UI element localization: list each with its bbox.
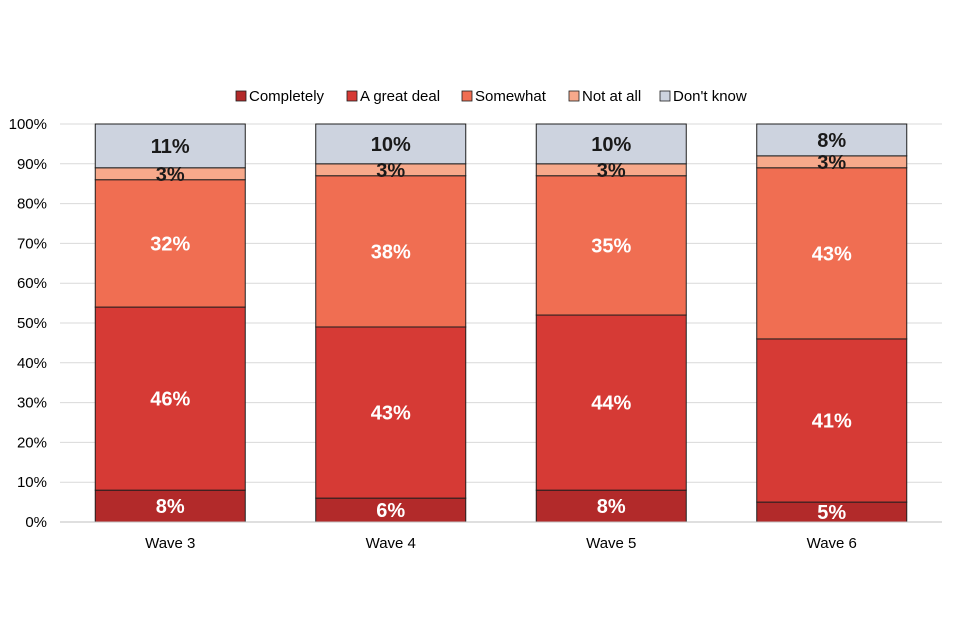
data-label: 44%	[591, 393, 631, 415]
data-label: 3%	[597, 160, 626, 182]
x-axis: Wave 3 Wave 4 Wave 5 Wave 6	[60, 521, 942, 552]
data-label: 8%	[597, 496, 626, 518]
bar-segment	[94, 489, 246, 523]
legend-label: A great deal	[360, 88, 440, 105]
y-tick-label: 30%	[17, 395, 47, 412]
data-label: 3%	[376, 160, 405, 182]
y-tick-label: 0%	[25, 514, 47, 531]
y-tick-label: 80%	[17, 196, 47, 213]
x-tick-label: Wave 3	[145, 535, 195, 552]
legend-swatch	[659, 90, 671, 102]
bar-segment	[94, 306, 246, 491]
legend-swatch	[346, 90, 358, 102]
y-tick-label: 10%	[17, 474, 47, 491]
data-label: 11%	[151, 136, 190, 158]
legend-swatch	[568, 90, 580, 102]
data-label: 10%	[371, 134, 411, 156]
bar-segment	[535, 123, 687, 165]
bar-segment	[756, 167, 908, 340]
data-labels: 8% 46% 32% 3% 11% 6% 43% 38% 3% 10% 8% 44% 35% 3% 10% 5…	[150, 130, 852, 524]
data-label: 32%	[150, 233, 190, 255]
x-tick-label: Wave 4	[366, 535, 416, 552]
legend-label: Not at all	[582, 88, 641, 105]
y-tick-label: 60%	[17, 275, 47, 292]
data-label: 38%	[371, 241, 411, 263]
y-tick-label: 90%	[17, 156, 47, 173]
bar-segment	[535, 489, 687, 523]
y-tick-label: 20%	[17, 434, 47, 451]
bars	[94, 123, 908, 523]
bar-segment	[756, 338, 908, 503]
data-label: 46%	[150, 389, 190, 411]
y-tick-label: 40%	[17, 355, 47, 372]
y-axis: 0% 10% 20% 30% 40% 50% 60% 70% 80% 90% 100%	[9, 116, 47, 531]
y-tick-label: 50%	[17, 315, 47, 332]
y-tick-label: 70%	[17, 235, 47, 252]
bar-segment	[94, 179, 246, 308]
bar-segment	[315, 326, 467, 499]
legend-swatch	[235, 90, 247, 102]
bar-segment	[535, 314, 687, 491]
legend: Completely A great deal Somewhat Not at all…	[235, 88, 747, 105]
legend-label: Don't know	[673, 88, 747, 105]
data-label: 3%	[156, 164, 185, 186]
data-label: 35%	[591, 235, 631, 257]
data-label: 5%	[817, 502, 846, 524]
bar-segment	[315, 123, 467, 165]
data-label: 8%	[156, 496, 185, 518]
data-label: 10%	[591, 134, 631, 156]
data-label: 3%	[817, 152, 846, 174]
data-label: 43%	[812, 243, 852, 265]
data-label: 43%	[371, 403, 411, 425]
legend-swatch	[461, 90, 473, 102]
data-label: 6%	[376, 500, 405, 522]
bar-segment	[315, 175, 467, 328]
legend-label: Somewhat	[475, 88, 547, 105]
bar-segment	[94, 123, 246, 169]
y-tick-label: 100%	[9, 116, 47, 133]
x-tick-label: Wave 5	[586, 535, 636, 552]
data-label: 8%	[817, 130, 846, 152]
bar-segment	[756, 123, 908, 157]
x-tick-label: Wave 6	[807, 535, 857, 552]
data-label: 41%	[812, 411, 852, 433]
legend-label: Completely	[249, 88, 325, 105]
